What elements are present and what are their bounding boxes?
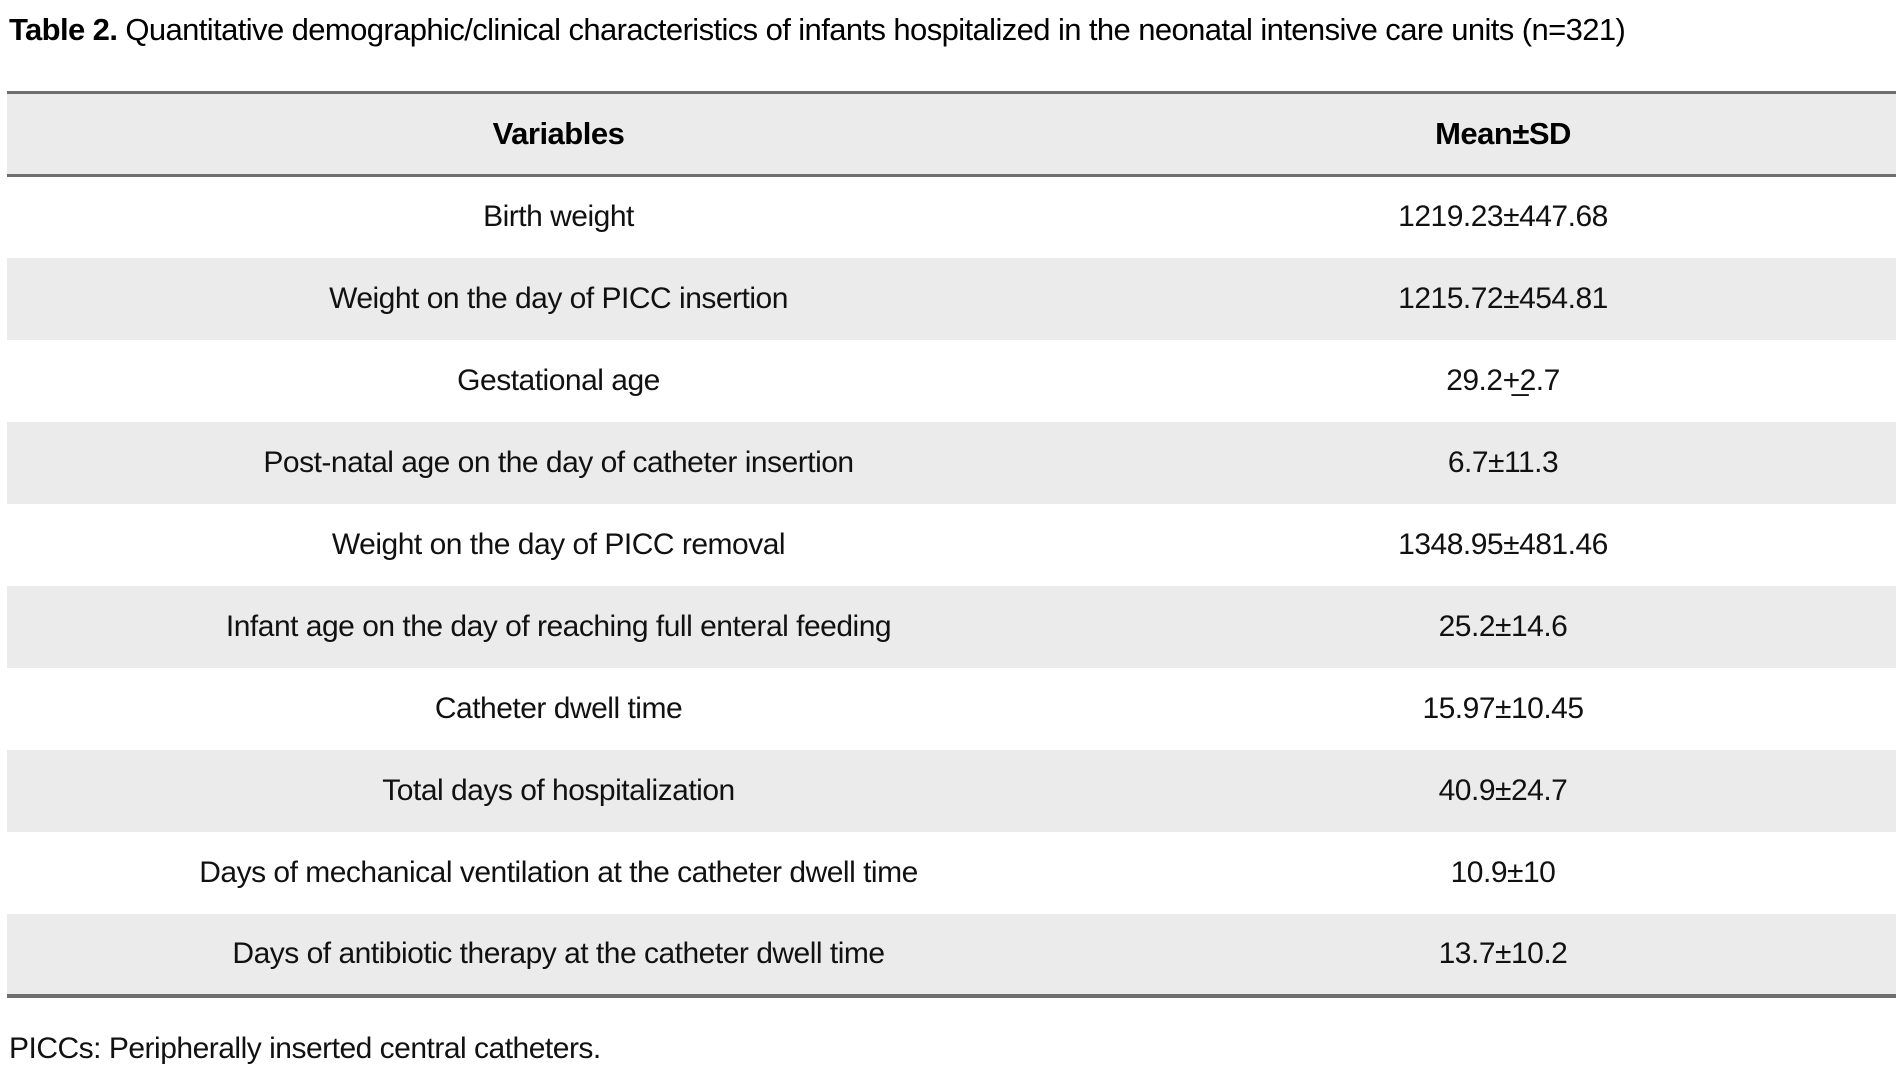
variable-cell: Gestational age xyxy=(7,339,1110,422)
table-row: Post-natal age on the day of catheter in… xyxy=(7,421,1896,504)
mean-sd-cell: 6.7±11.3 xyxy=(1110,421,1896,504)
mean-sd-cell: 40.9±24.7 xyxy=(1110,749,1896,832)
mean-sd-cell: 1219.23±447.68 xyxy=(1110,175,1896,258)
variable-cell: Days of antibiotic therapy at the cathet… xyxy=(7,913,1110,998)
header-row: Variables Mean±SD xyxy=(7,91,1896,177)
variable-cell: Catheter dwell time xyxy=(7,667,1110,750)
table-row: Weight on the day of PICC insertion 1215… xyxy=(7,257,1896,340)
mean-sd-cell: 10.9±10 xyxy=(1110,831,1896,914)
variable-cell: Total days of hospitalization xyxy=(7,749,1110,832)
variable-cell: Weight on the day of PICC removal xyxy=(7,503,1110,586)
mean-sd-cell: 25.2±14.6 xyxy=(1110,585,1896,668)
table-row: Birth weight 1219.23±447.68 xyxy=(7,175,1896,258)
characteristics-table: Variables Mean±SD Birth weight 1219.23±4… xyxy=(7,91,1896,998)
mean-sd-cell: 29.2+̲2.7 xyxy=(1110,339,1896,422)
mean-sd-cell: 1215.72±454.81 xyxy=(1110,257,1896,340)
mean-sd-cell: 13.7±10.2 xyxy=(1110,913,1896,998)
table-row: Infant age on the day of reaching full e… xyxy=(7,585,1896,668)
table-body: Birth weight 1219.23±447.68 Weight on th… xyxy=(7,175,1896,998)
variable-cell: Days of mechanical ventilation at the ca… xyxy=(7,831,1110,914)
table-caption: Table 2. Quantitative demographic/clinic… xyxy=(9,11,1626,50)
variable-cell: Post-natal age on the day of catheter in… xyxy=(7,421,1110,504)
table-header: Variables Mean±SD xyxy=(7,91,1896,177)
table-row: Days of mechanical ventilation at the ca… xyxy=(7,831,1896,914)
mean-sd-cell: 1348.95±481.46 xyxy=(1110,503,1896,586)
column-header-variables: Variables xyxy=(7,91,1110,177)
table-row: Total days of hospitalization 40.9±24.7 xyxy=(7,749,1896,832)
table-footnote: PICCs: Peripherally inserted central cat… xyxy=(9,1032,601,1065)
table-row: Days of antibiotic therapy at the cathet… xyxy=(7,913,1896,998)
variable-cell: Weight on the day of PICC insertion xyxy=(7,257,1110,340)
column-header-mean-sd: Mean±SD xyxy=(1110,91,1896,177)
variable-cell: Infant age on the day of reaching full e… xyxy=(7,585,1110,668)
variable-cell: Birth weight xyxy=(7,175,1110,258)
table-caption-label: Table 2. xyxy=(9,12,118,47)
table-caption-text: Quantitative demographic/clinical charac… xyxy=(117,12,1626,47)
table-row: Weight on the day of PICC removal 1348.9… xyxy=(7,503,1896,586)
mean-sd-cell: 15.97±10.45 xyxy=(1110,667,1896,750)
table-row: Catheter dwell time 15.97±10.45 xyxy=(7,667,1896,750)
table-row: Gestational age 29.2+̲2.7 xyxy=(7,339,1896,422)
